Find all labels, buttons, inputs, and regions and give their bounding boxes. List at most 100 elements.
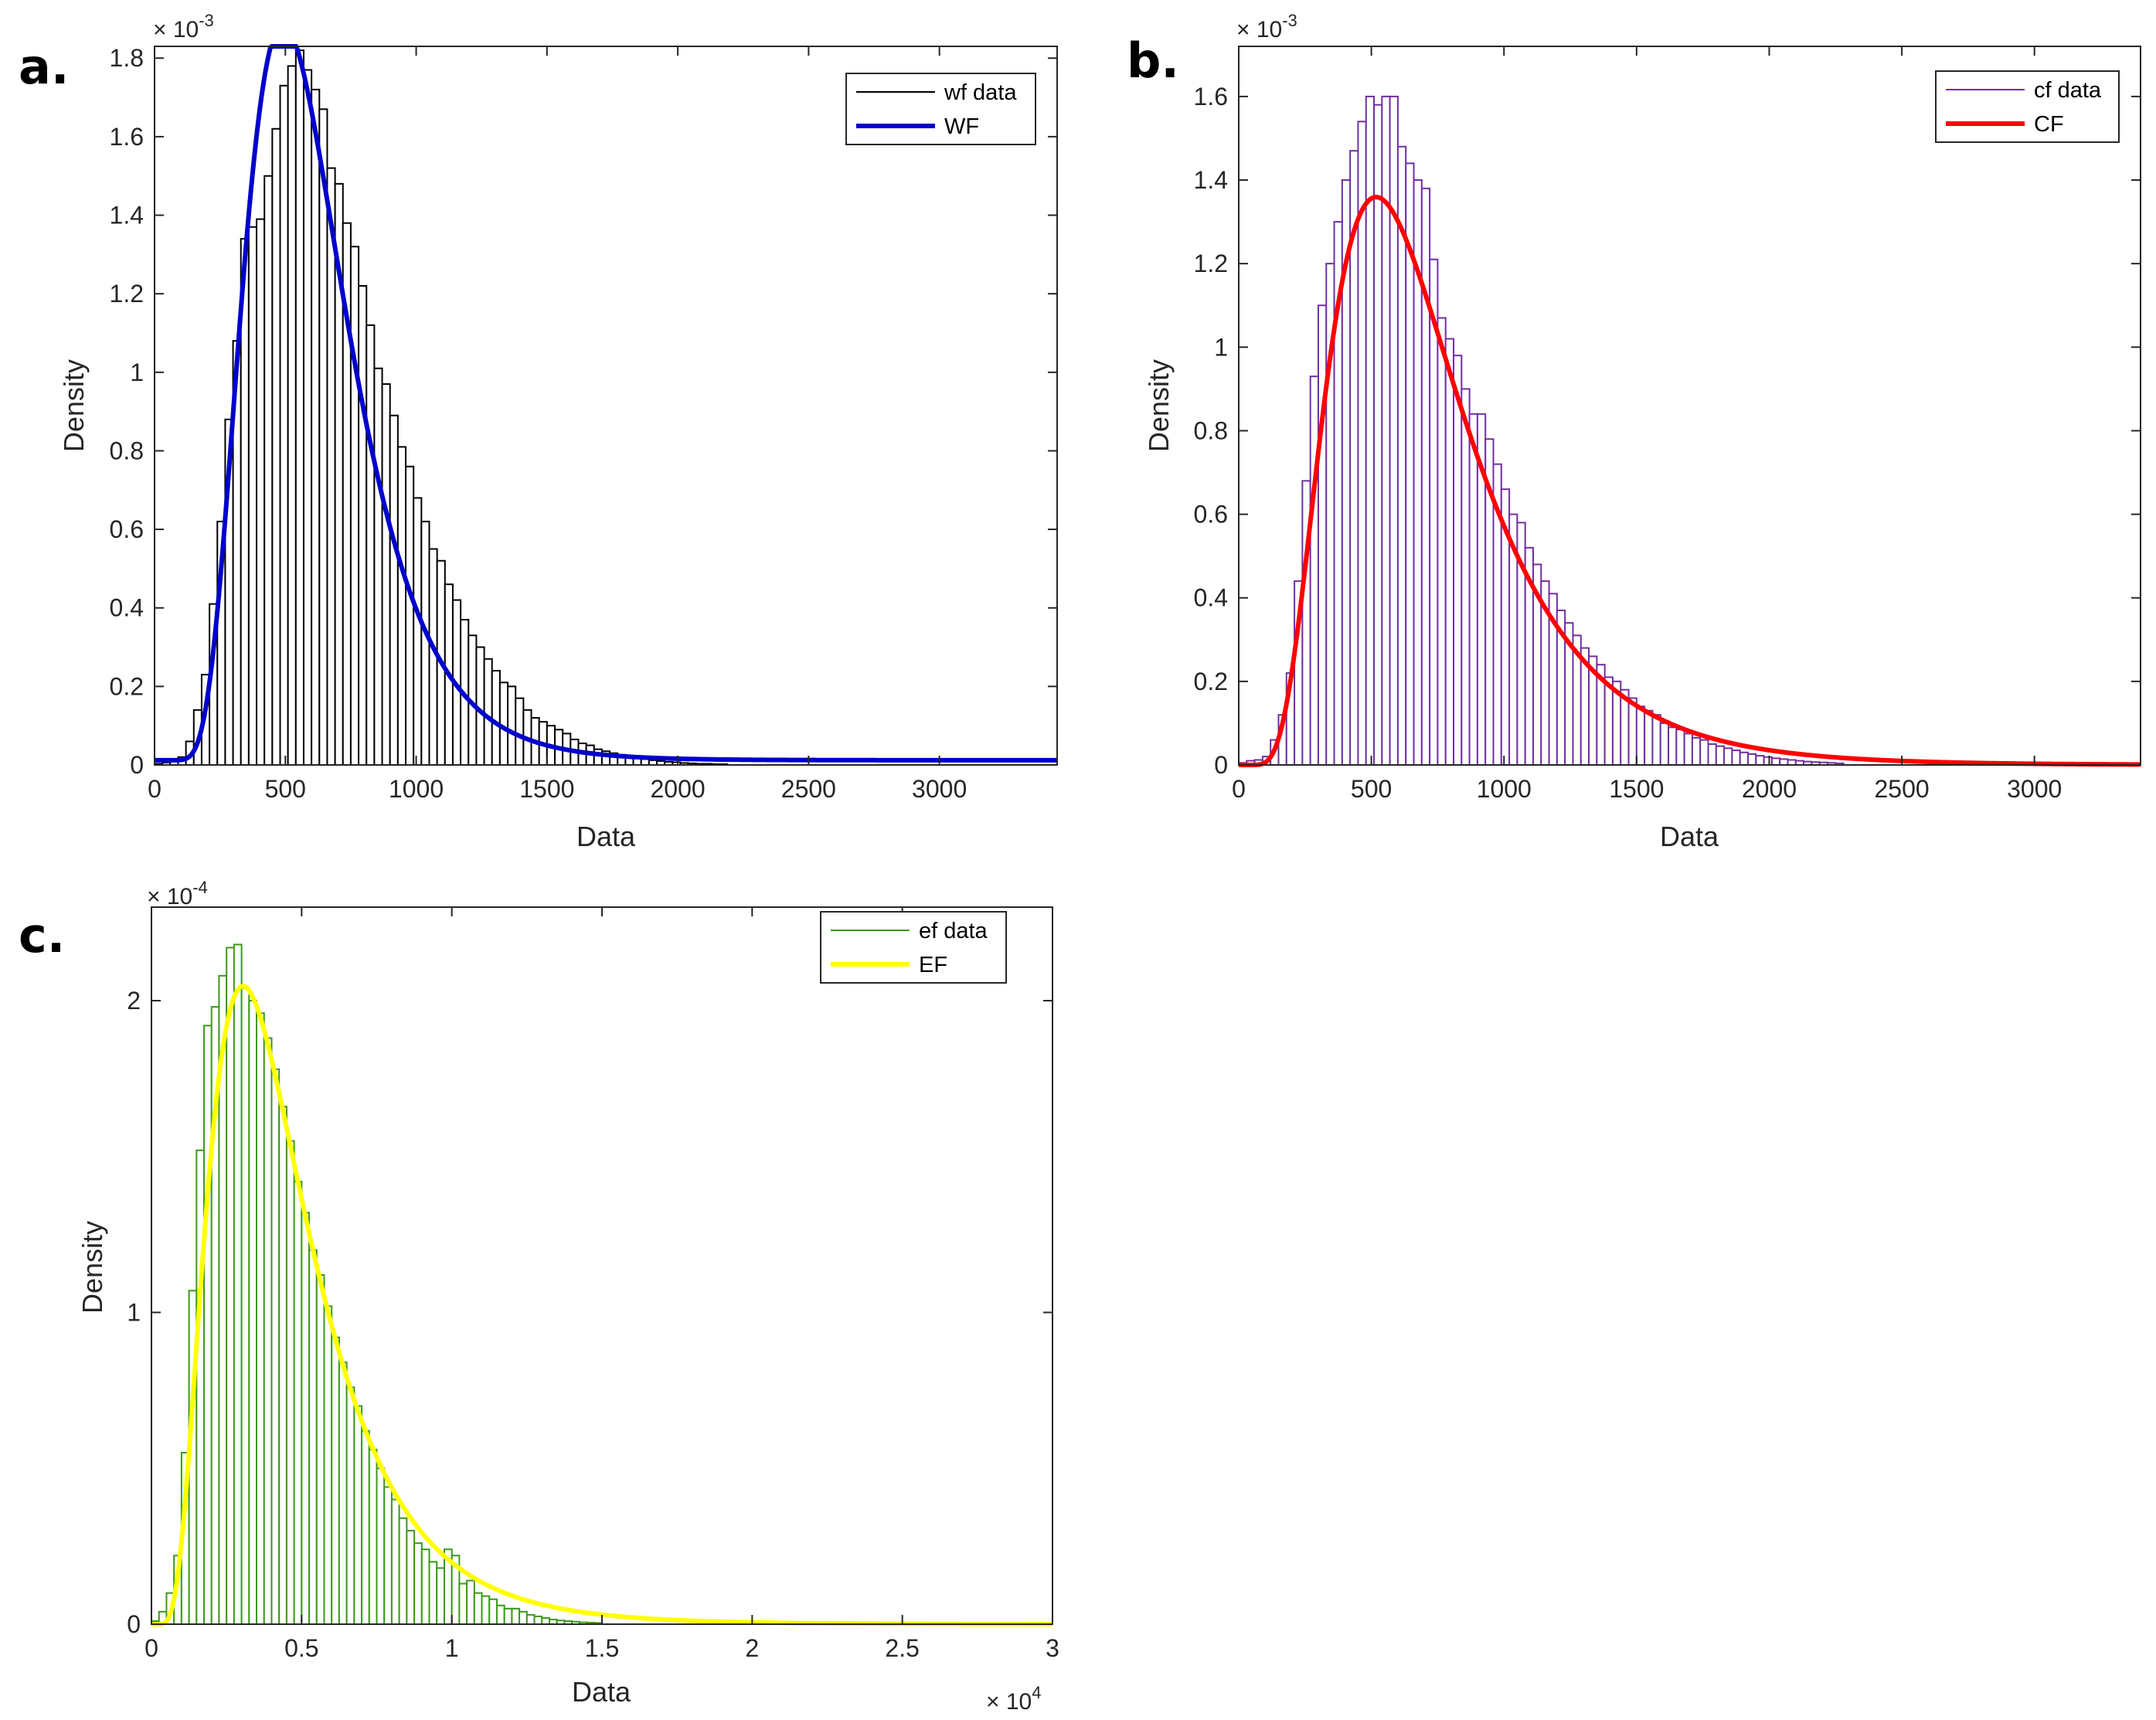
hist-bar: [373, 367, 383, 767]
hist-bar: [271, 127, 281, 767]
hist-bar: [1381, 95, 1391, 766]
hist-bar: [196, 1149, 206, 1625]
y-multiplier-c: × 10-4: [147, 878, 208, 909]
hist-bar: [308, 1249, 318, 1625]
panel-a: a. × 10-3 0 500 1000 1500 2000 2500 3000 00.20…: [19, 11, 1058, 852]
x-ticks-a: 0 500 1000 1500 2000 2500 3000: [148, 46, 967, 803]
hist-bar: [1723, 747, 1733, 766]
fit-curve-wf: [155, 44, 1058, 763]
y-tick-label: 1: [1214, 333, 1228, 361]
hist-bar: [279, 84, 289, 766]
x-ticks-c: 0 0.5 1 1.5 2 2.5 3: [145, 907, 1059, 1662]
y-tick-label: 0.4: [1194, 584, 1228, 612]
y-tick-label: 1.8: [110, 44, 144, 72]
y-tick-label: 0.8: [1194, 416, 1228, 444]
y-axis-label-a: Density: [58, 359, 90, 452]
hist-bar: [315, 1274, 325, 1625]
fit-curve-cf: [1239, 195, 2141, 767]
hist-bar: [511, 1607, 521, 1626]
y-ticks-c: 0 1 2: [127, 987, 1052, 1638]
hist-bar: [507, 685, 517, 766]
y-tick-label: 0.6: [1194, 501, 1228, 529]
hist-bar: [1437, 317, 1447, 766]
y-tick-label: 0: [127, 1610, 141, 1638]
hist-bar: [353, 1405, 363, 1625]
y-multiplier-a: × 10-3: [153, 11, 214, 42]
hist-bar: [381, 383, 391, 766]
hist-bar: [366, 324, 376, 766]
hist-bar: [361, 1429, 370, 1625]
hist-bar: [376, 1467, 386, 1626]
hist-bar: [436, 1567, 445, 1625]
hist-bar: [458, 1582, 468, 1626]
y-tick-label: 2: [127, 987, 141, 1015]
hist-bar: [383, 1486, 393, 1625]
legend-label-wf-data: wf data: [944, 80, 1017, 105]
hist-bar: [248, 1000, 258, 1626]
hist-bar: [466, 1579, 475, 1626]
y-tick-label: 0: [1214, 751, 1228, 779]
hist-bar: [473, 1592, 483, 1625]
x-tick-label: 1.5: [585, 1634, 619, 1662]
x-tick-label: 2.5: [885, 1634, 919, 1662]
x-tick-label: 0.5: [284, 1634, 318, 1662]
hist-bar: [1373, 104, 1383, 766]
x-tick-label: 0: [1232, 775, 1246, 803]
hist-bar: [1763, 756, 1773, 766]
y-tick-label: 1: [130, 359, 144, 386]
y-tick-label: 0: [130, 751, 144, 779]
legend-label-cf: CF: [2034, 112, 2064, 137]
x-axis-label-a: Data: [576, 821, 636, 852]
x-tick-label: 500: [1351, 775, 1392, 803]
x-tick-label: 1500: [1609, 775, 1664, 803]
hist-bar: [226, 947, 235, 1625]
y-ticks-b: 0 0.2 0.4 0.6 0.8 1 1.2 1.4 1.6: [1194, 83, 2141, 779]
panel-letter-c: c.: [19, 907, 65, 964]
hist-bar: [406, 1529, 416, 1625]
y-multiplier-b: × 10-3: [1236, 11, 1297, 42]
hist-bar: [1668, 726, 1678, 767]
y-axis-label-b: Density: [1143, 359, 1175, 452]
x-tick-label: 2500: [781, 775, 836, 803]
hist-bar: [428, 1561, 438, 1626]
x-axis-label-b: Data: [1660, 821, 1719, 852]
y-tick-label: 1.2: [110, 280, 144, 308]
x-multiplier-c: × 104: [986, 1683, 1041, 1715]
hist-bar: [396, 446, 407, 766]
hist-bar: [1699, 739, 1709, 766]
y-tick-label: 0.8: [110, 437, 144, 464]
hist-bar: [1659, 722, 1670, 766]
x-axis-label-c: Data: [572, 1676, 631, 1708]
hist-bar: [503, 1607, 513, 1626]
hist-bar: [285, 1140, 295, 1625]
hist-bar: [1739, 751, 1750, 767]
hist-bar: [389, 414, 399, 766]
hist-bar: [311, 88, 321, 766]
x-tick-label: 1000: [389, 775, 444, 803]
axes-box-a: [154, 46, 1058, 766]
legend-box-b: [1935, 70, 2120, 143]
x-tick-label: 3000: [2007, 775, 2062, 803]
hist-bar: [294, 49, 304, 766]
hist-bar: [1651, 714, 1661, 766]
hist-bar: [483, 658, 493, 766]
hist-bar: [420, 1548, 430, 1626]
hist-bar: [413, 1542, 423, 1625]
y-tick-label: 0.2: [1194, 668, 1228, 695]
y-tick-label: 1.2: [1194, 250, 1228, 277]
hist-bar: [390, 1498, 400, 1625]
hist-bar: [368, 1449, 378, 1626]
hist-bar: [413, 497, 423, 766]
x-tick-label: 500: [265, 775, 306, 803]
hist-bar: [405, 465, 415, 767]
axes-box-b: [1238, 46, 2141, 766]
hist-bar: [1420, 187, 1431, 766]
hist-bar: [240, 987, 250, 1625]
hist-bar: [318, 108, 328, 766]
panel-c: c. × 10-4 0 0.5 1 1.5 2 2.5 3 0 1 2 Data Density…: [19, 878, 1059, 1715]
y-tick-label: 1.4: [110, 202, 144, 229]
hist-bar: [256, 218, 266, 766]
hist-bar: [203, 1025, 213, 1625]
hist-bar: [233, 943, 243, 1626]
hist-bar: [1461, 388, 1471, 766]
